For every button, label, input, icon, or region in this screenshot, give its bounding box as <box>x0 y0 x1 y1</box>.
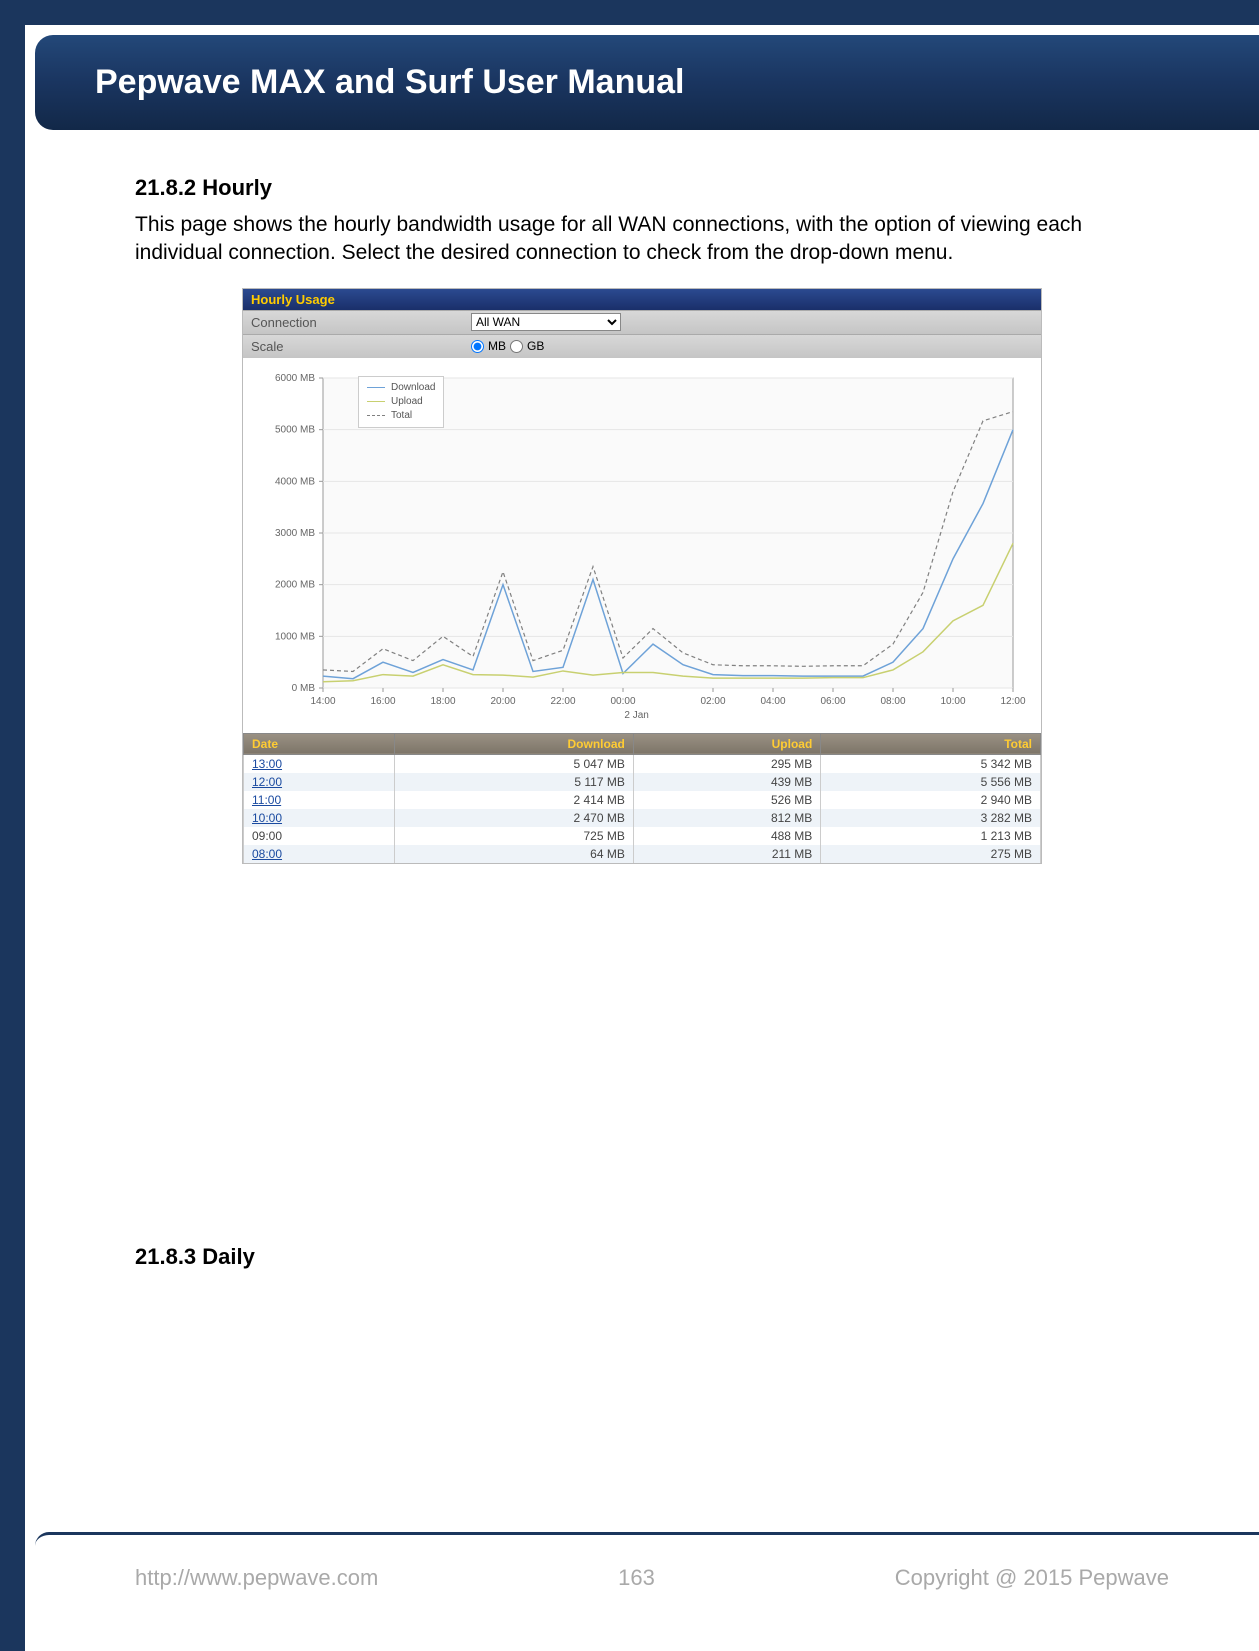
scale-label: Scale <box>251 339 471 354</box>
date-link[interactable]: 10:00 <box>252 811 282 825</box>
cell-upload: 812 MB <box>633 809 820 827</box>
legend-download-label: Download <box>391 382 435 393</box>
chart-area: 0 MB 1000 MB 2000 MB 3000 MB 4000 MB 5000 MB 6… <box>243 358 1041 733</box>
table-row: 09:00725 MB488 MB1 213 MB <box>244 827 1041 845</box>
manual-title: Pepwave MAX and Surf User Manual <box>95 63 685 102</box>
scale-mb-label: MB <box>488 339 506 353</box>
cell-upload: 488 MB <box>633 827 820 845</box>
svg-text:12:00: 12:00 <box>1000 696 1025 707</box>
cell-date: 09:00 <box>244 827 395 845</box>
cell-upload: 439 MB <box>633 773 820 791</box>
cell-date: 08:00 <box>244 845 395 863</box>
legend-total-line <box>367 415 385 416</box>
th-total: Total <box>821 733 1041 754</box>
svg-text:6000 MB: 6000 MB <box>275 373 315 384</box>
date-link[interactable]: 08:00 <box>252 847 282 861</box>
cell-upload: 211 MB <box>633 845 820 863</box>
header-banner: Pepwave MAX and Surf User Manual <box>35 35 1259 130</box>
cell-total: 1 213 MB <box>821 827 1041 845</box>
svg-text:10:00: 10:00 <box>940 696 965 707</box>
svg-text:1000 MB: 1000 MB <box>275 631 315 642</box>
chart-legend: Download Upload Total <box>358 376 444 428</box>
svg-text:3000 MB: 3000 MB <box>275 528 315 539</box>
cell-download: 5 047 MB <box>395 754 634 773</box>
svg-text:06:00: 06:00 <box>820 696 845 707</box>
footer-copyright: Copyright @ 2015 Pepwave <box>895 1565 1169 1591</box>
date-link[interactable]: 11:00 <box>252 793 281 807</box>
cell-download: 2 470 MB <box>395 809 634 827</box>
cell-total: 5 342 MB <box>821 754 1041 773</box>
svg-text:2000 MB: 2000 MB <box>275 579 315 590</box>
table-row: 13:00 5 047 MB295 MB5 342 MB <box>244 754 1041 773</box>
cell-download: 725 MB <box>395 827 634 845</box>
connection-label: Connection <box>251 315 471 330</box>
date-link[interactable]: 13:00 <box>252 757 282 771</box>
table-row: 12:00 5 117 MB439 MB5 556 MB <box>244 773 1041 791</box>
svg-text:0 MB: 0 MB <box>292 683 316 694</box>
footer-page-number: 163 <box>618 1565 655 1591</box>
legend-upload-label: Upload <box>391 396 423 407</box>
cell-download: 2 414 MB <box>395 791 634 809</box>
connection-row: Connection All WAN <box>243 310 1041 334</box>
section-heading-daily: 21.8.3 Daily <box>135 1244 1149 1270</box>
usage-table: Date Download Upload Total 13:00 5 047 MB… <box>243 733 1041 863</box>
date-link[interactable]: 12:00 <box>252 775 282 789</box>
th-download: Download <box>395 733 634 754</box>
svg-text:02:00: 02:00 <box>700 696 725 707</box>
legend-download: Download <box>367 381 435 395</box>
svg-text:04:00: 04:00 <box>760 696 785 707</box>
table-row: 11:00 2 414 MB526 MB2 940 MB <box>244 791 1041 809</box>
cell-upload: 526 MB <box>633 791 820 809</box>
cell-download: 64 MB <box>395 845 634 863</box>
panel-title: Hourly Usage <box>243 289 1041 310</box>
table-row: 10:00 2 470 MB812 MB3 282 MB <box>244 809 1041 827</box>
cell-total: 5 556 MB <box>821 773 1041 791</box>
svg-text:2 Jan: 2 Jan <box>624 710 648 721</box>
scale-mb-radio[interactable] <box>471 340 484 353</box>
svg-text:00:00: 00:00 <box>610 696 635 707</box>
page-footer: http://www.pepwave.com 163 Copyright @ 2… <box>35 1532 1259 1591</box>
cell-upload: 295 MB <box>633 754 820 773</box>
cell-date: 13:00 <box>244 754 395 773</box>
th-date: Date <box>244 733 395 754</box>
cell-date: 11:00 <box>244 791 395 809</box>
scale-row: Scale MB GB <box>243 334 1041 358</box>
legend-upload: Upload <box>367 395 435 409</box>
cell-total: 2 940 MB <box>821 791 1041 809</box>
footer-url: http://www.pepwave.com <box>135 1565 378 1591</box>
section-heading-hourly: 21.8.2 Hourly <box>135 175 1149 201</box>
cell-total: 3 282 MB <box>821 809 1041 827</box>
cell-download: 5 117 MB <box>395 773 634 791</box>
svg-text:5000 MB: 5000 MB <box>275 424 315 435</box>
cell-total: 275 MB <box>821 845 1041 863</box>
cell-date: 10:00 <box>244 809 395 827</box>
svg-text:16:00: 16:00 <box>370 696 395 707</box>
page-content: 21.8.2 Hourly This page shows the hourly… <box>135 175 1149 1270</box>
legend-download-line <box>367 387 385 388</box>
svg-text:4000 MB: 4000 MB <box>275 476 315 487</box>
scale-gb-radio[interactable] <box>510 340 523 353</box>
svg-text:14:00: 14:00 <box>310 696 335 707</box>
section-paragraph: This page shows the hourly bandwidth usa… <box>135 211 1149 268</box>
scale-radio-group: MB GB <box>471 339 544 353</box>
cell-date: 12:00 <box>244 773 395 791</box>
th-upload: Upload <box>633 733 820 754</box>
scale-gb-label: GB <box>527 339 544 353</box>
svg-text:22:00: 22:00 <box>550 696 575 707</box>
svg-text:20:00: 20:00 <box>490 696 515 707</box>
hourly-usage-screenshot: Hourly Usage Connection All WAN Scale MB… <box>242 288 1042 864</box>
table-header-row: Date Download Upload Total <box>244 733 1041 754</box>
legend-upload-line <box>367 401 385 402</box>
table-row: 08:00 64 MB211 MB275 MB <box>244 845 1041 863</box>
svg-text:08:00: 08:00 <box>880 696 905 707</box>
svg-text:18:00: 18:00 <box>430 696 455 707</box>
legend-total: Total <box>367 409 435 423</box>
connection-select[interactable]: All WAN <box>471 313 621 331</box>
legend-total-label: Total <box>391 410 412 421</box>
